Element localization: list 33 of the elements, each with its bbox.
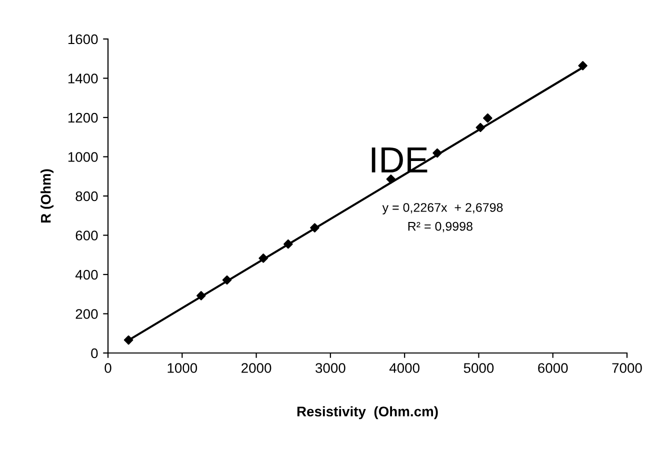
y-tick-label: 1000 [68,152,98,162]
point [476,122,486,132]
point [258,254,268,263]
y-tick-label: 1200 [68,112,98,123]
point [483,113,492,123]
x-tick-label: 6000 [538,363,568,373]
annotation: y = 0,2267x + 2,6798 [382,203,503,214]
y-tick-label: 800 [76,191,98,202]
x-tick-label: 0 [104,363,112,373]
point [124,335,134,345]
y-tick-label: 0 [91,348,98,358]
annotation: R² = 0,9998 [408,222,472,232]
x-tick-label: 3000 [316,363,346,373]
x-tick-label: 2000 [242,363,272,373]
y-tick-label: 400 [75,270,98,280]
x-tick-label: 4000 [389,363,420,373]
point [222,275,232,285]
point [578,61,588,70]
y-tick-label: 1600 [68,34,98,44]
x-axis-title: Resistivity (Ohm.cm) [297,406,438,420]
point [386,174,396,184]
annotation: IDE [372,148,428,172]
x-tick-label: 7000 [612,363,642,373]
point [284,239,293,249]
x-tick-label: 1000 [168,363,198,373]
x-tick-label: 5000 [464,363,494,373]
point [432,148,442,158]
y-tick-label: 1400 [68,74,98,84]
point [196,291,206,300]
y-tick-label: 600 [76,230,98,240]
point [310,223,320,232]
y-axis-title: R (Ohm) [40,169,54,222]
y-tick-label: 200 [76,309,98,319]
